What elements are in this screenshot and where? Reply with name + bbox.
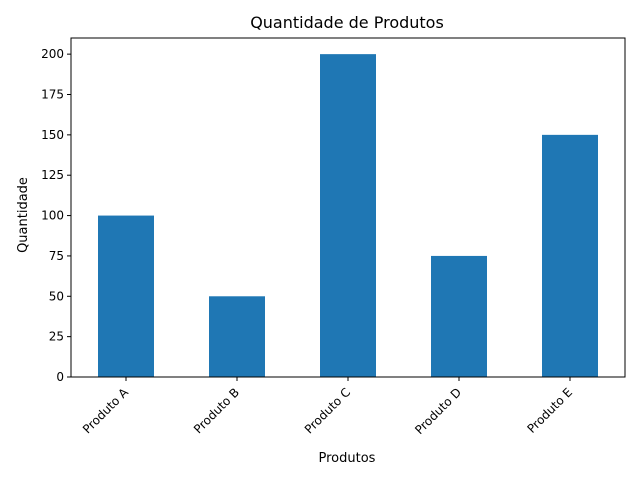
bars-group (98, 54, 598, 378)
y-tick-label: 200 (41, 47, 64, 61)
x-tick-label: Produto A (80, 385, 132, 437)
x-tick-label: Produto B (191, 385, 242, 436)
x-tick-label: Produto D (412, 385, 464, 437)
bar-produto-c (320, 54, 376, 378)
y-tick-label: 75 (49, 249, 64, 263)
y-axis-label: Quantidade (16, 177, 31, 253)
x-tick-label: Produto E (524, 385, 575, 436)
y-tick-label: 150 (41, 128, 64, 142)
bar-produto-d (431, 255, 487, 377)
y-tick-label: 50 (49, 289, 64, 303)
y-tick-label: 100 (41, 209, 64, 223)
bar-produto-b (209, 296, 265, 377)
plot-frame (70, 37, 626, 378)
y-tick-label: 125 (41, 168, 64, 182)
x-tick-label: Produto C (302, 385, 353, 436)
bar-produto-a (98, 215, 154, 377)
x-axis: Produto A Produto B Produto C Produto D Prod… (80, 377, 575, 437)
x-axis-label: Produtos (319, 451, 376, 466)
y-axis: 0 25 50 75 100 125 150 175 200 (41, 47, 71, 384)
chart-title: Quantidade de Produtos (250, 13, 444, 32)
y-tick-label: 175 (41, 88, 64, 102)
y-tick-label: 0 (56, 370, 64, 384)
y-tick-label: 25 (49, 330, 64, 344)
bar-produto-e (542, 134, 598, 377)
